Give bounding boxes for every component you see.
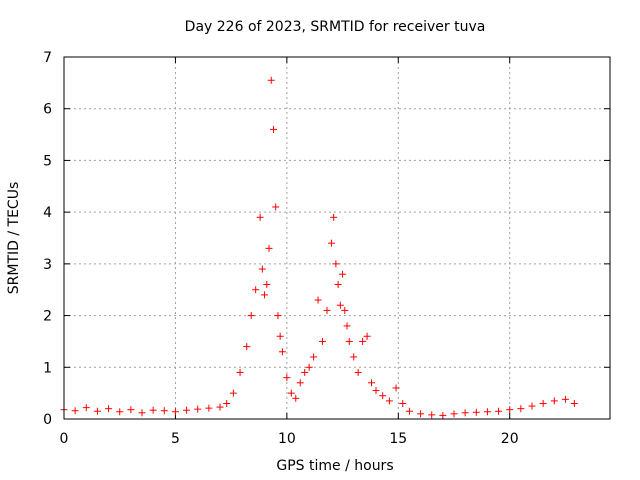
data-point <box>256 213 264 221</box>
y-tick-label: 5 <box>43 153 52 169</box>
data-point <box>265 244 273 252</box>
data-point <box>363 332 371 340</box>
data-point <box>243 343 251 351</box>
data-point <box>506 406 514 414</box>
data-point <box>528 402 536 410</box>
data-point <box>379 392 387 400</box>
x-tick-label: 15 <box>389 431 407 447</box>
data-point <box>71 407 79 415</box>
data-point <box>336 301 344 309</box>
data-point <box>561 395 569 403</box>
data-point <box>359 337 367 345</box>
x-tick-label: 10 <box>278 431 296 447</box>
data-point <box>428 411 436 419</box>
y-tick-label: 3 <box>43 257 52 273</box>
x-axis-label: GPS time / hours <box>276 458 393 474</box>
data-point <box>116 408 124 416</box>
x-tick-label: 20 <box>501 431 519 447</box>
data-point <box>343 322 351 330</box>
data-point <box>236 368 244 376</box>
data-point <box>310 353 318 361</box>
data-point <box>570 399 578 407</box>
data-point <box>287 389 295 397</box>
data-point <box>93 407 101 415</box>
data-point <box>314 296 322 304</box>
data-point <box>392 384 400 392</box>
data-point <box>267 76 275 84</box>
data-point <box>332 260 340 268</box>
data-point <box>278 348 286 356</box>
data-markers <box>60 76 578 419</box>
data-point <box>405 407 413 415</box>
data-point <box>345 337 353 345</box>
data-point <box>517 405 525 413</box>
data-point <box>82 404 90 412</box>
data-point <box>327 239 335 247</box>
data-point <box>450 410 458 418</box>
data-point <box>194 405 202 413</box>
grid <box>64 57 610 419</box>
data-point <box>261 291 269 299</box>
data-point <box>283 374 291 382</box>
y-tick-label: 2 <box>43 309 52 325</box>
data-point <box>323 306 331 314</box>
data-point <box>205 404 213 412</box>
data-point <box>417 410 425 418</box>
data-point <box>216 403 224 411</box>
x-tick-label: 0 <box>60 431 69 447</box>
data-point <box>495 407 503 415</box>
data-point <box>105 405 113 413</box>
data-point <box>334 281 342 289</box>
data-point <box>149 406 157 414</box>
data-point <box>127 406 135 414</box>
x-tick-label: 5 <box>171 431 180 447</box>
data-point <box>385 397 393 405</box>
data-point <box>269 125 277 133</box>
data-point <box>272 203 280 211</box>
data-point <box>183 406 191 414</box>
data-point <box>258 265 266 273</box>
data-point <box>171 408 179 416</box>
data-point <box>368 379 376 387</box>
data-point <box>292 394 300 402</box>
y-axis-label: SRMTID / TECUs <box>6 182 22 295</box>
data-point <box>229 389 237 397</box>
data-point <box>296 379 304 387</box>
data-point <box>339 270 347 278</box>
data-point <box>274 312 282 320</box>
data-point <box>539 399 547 407</box>
data-point <box>138 409 146 417</box>
y-tick-label: 0 <box>43 412 52 428</box>
chart-title: Day 226 of 2023, SRMTID for receiver tuv… <box>185 19 486 35</box>
data-point <box>483 408 491 416</box>
y-tick-label: 4 <box>43 205 52 221</box>
data-point <box>252 286 260 294</box>
data-point <box>263 281 271 289</box>
data-point <box>247 312 255 320</box>
data-point <box>350 353 358 361</box>
data-point <box>461 409 469 417</box>
plot-frame <box>63 56 611 420</box>
data-point <box>160 407 168 415</box>
data-point <box>372 387 380 395</box>
axis-ticks: 0 5 10 15 20 0 1 2 3 4 5 6 7 <box>43 50 610 447</box>
data-point <box>301 368 309 376</box>
y-tick-label: 7 <box>43 50 52 66</box>
data-point <box>330 213 338 221</box>
data-point <box>550 397 558 405</box>
data-point <box>354 368 362 376</box>
data-point <box>276 332 284 340</box>
data-point <box>305 363 313 371</box>
data-point <box>223 399 231 407</box>
data-point <box>341 306 349 314</box>
y-tick-label: 1 <box>43 360 52 376</box>
data-point <box>399 399 407 407</box>
data-point <box>439 411 447 419</box>
data-point <box>319 337 327 345</box>
y-tick-label: 6 <box>43 102 52 118</box>
data-point <box>472 408 480 416</box>
